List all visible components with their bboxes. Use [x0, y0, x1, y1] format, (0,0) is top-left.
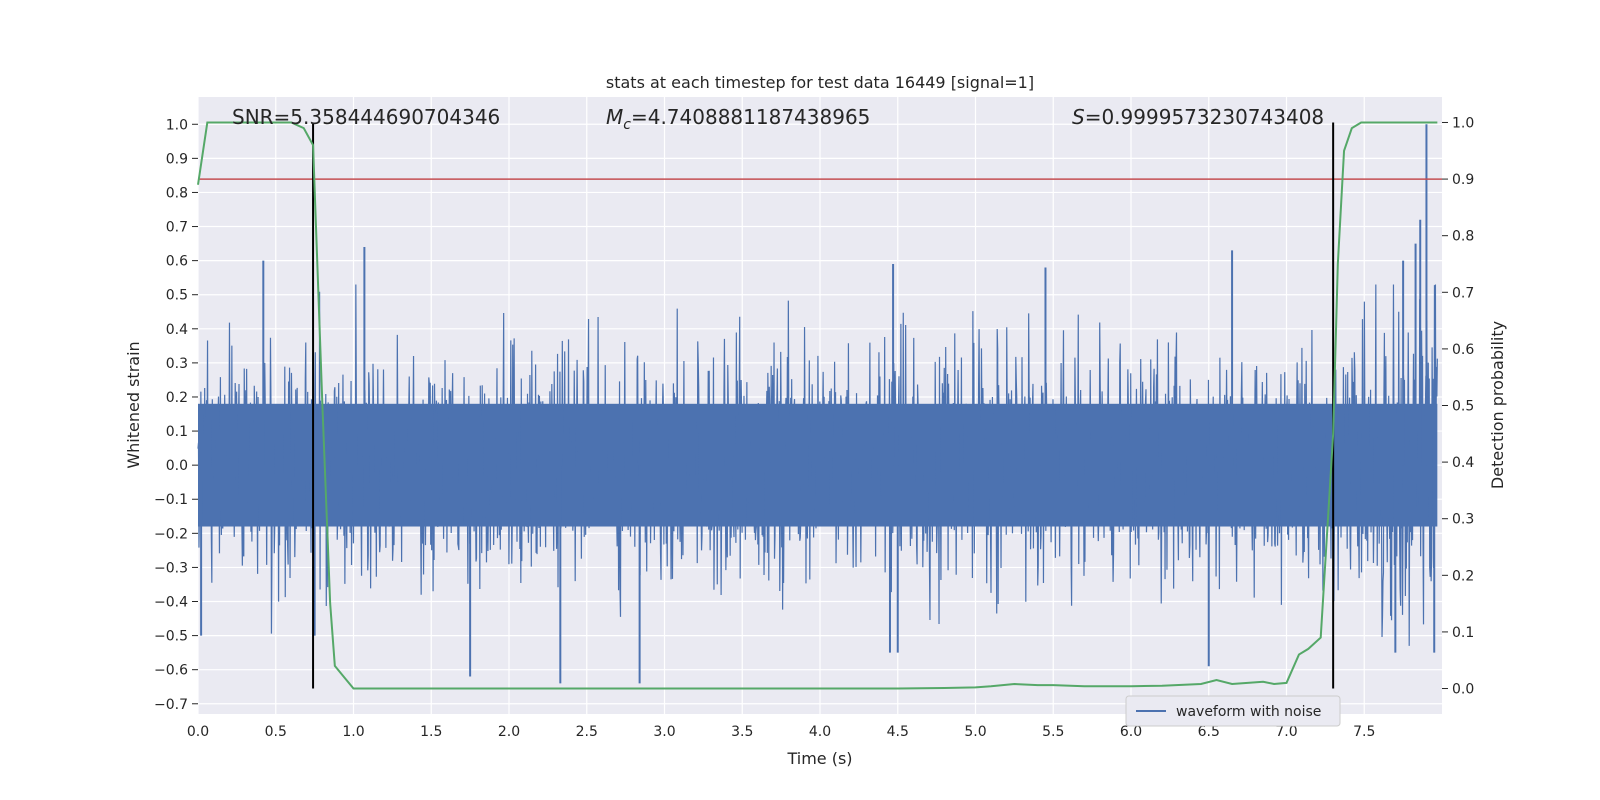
y2-tick-label: 0.6 — [1452, 342, 1474, 358]
y2-tick-label: 0.8 — [1452, 229, 1474, 245]
x-tick-label: 6.0 — [1120, 724, 1142, 740]
y-tick-label: 0.9 — [166, 151, 188, 167]
y2-tick-label: 0.4 — [1452, 455, 1474, 471]
y-tick-label: −0.5 — [154, 629, 188, 645]
y-tick-label: −0.4 — [154, 595, 188, 611]
legend: waveform with noise — [1125, 695, 1341, 727]
x-tick-label: 7.0 — [1275, 724, 1297, 740]
x-tick-label: 7.5 — [1353, 724, 1375, 740]
chart-title: stats at each timestep for test data 164… — [606, 73, 1034, 92]
x-tick-label: 0.0 — [187, 724, 209, 740]
y2-tick-label: 0.5 — [1452, 399, 1474, 415]
y-tick-label: 0.7 — [166, 220, 188, 236]
x-tick-label: 4.5 — [887, 724, 909, 740]
y2-tick-label: 0.7 — [1452, 285, 1474, 301]
legend-box — [1125, 695, 1341, 727]
x-tick-label: 5.0 — [964, 724, 986, 740]
x-tick-label: 6.5 — [1198, 724, 1220, 740]
y2-tick-label: 0.9 — [1452, 172, 1474, 188]
x-tick-label: 5.5 — [1042, 724, 1064, 740]
x-tick-label: 4.0 — [809, 724, 831, 740]
y-tick-label: 0.8 — [166, 185, 188, 201]
y-tick-label: 0.5 — [166, 288, 188, 304]
waveform-series — [197, 124, 1438, 684]
detection-probability-line — [197, 121, 1438, 690]
x-tick-label: 1.0 — [342, 724, 364, 740]
y-tick-label: 0.1 — [166, 424, 188, 440]
x-tick-label: 1.5 — [420, 724, 442, 740]
y-tick-label: 0.2 — [166, 390, 188, 406]
annotation-chirp-mass: Mc=4.7408881187438965 — [606, 105, 870, 133]
y-tick-label: 0.3 — [166, 356, 188, 372]
y-tick-label: 0.4 — [166, 322, 188, 338]
y-tick-label: −0.7 — [154, 697, 188, 713]
y-tick-label: 1.0 — [166, 117, 188, 133]
x-tick-label: 3.5 — [731, 724, 753, 740]
y-tick-label: −0.2 — [154, 526, 188, 542]
y2-tick-label: 0.3 — [1452, 512, 1474, 528]
y-tick-label: −0.6 — [154, 663, 188, 679]
y2-tick-label: 0.0 — [1452, 682, 1474, 698]
legend-entry: waveform with noise — [1176, 704, 1321, 720]
y-tick-label: −0.3 — [154, 560, 188, 576]
y-tick-label: 0.6 — [166, 254, 188, 270]
y2-axis-label: Detection probability — [1488, 321, 1507, 489]
overlay-layer — [197, 121, 1442, 690]
mc-symbol: M — [606, 105, 623, 129]
y2-tick-label: 0.2 — [1452, 568, 1474, 584]
x-axis-label: Time (s) — [786, 749, 852, 768]
x-tick-label: 0.5 — [265, 724, 287, 740]
y-tick-label: 0.0 — [166, 458, 188, 474]
y-axis-label: Whitened strain — [124, 341, 143, 468]
annotation-score: S=0.9999573230743408 — [1072, 105, 1324, 129]
mc-value: =4.7408881187438965 — [631, 105, 870, 129]
s-symbol: S — [1072, 105, 1085, 129]
s-value: =0.9999573230743408 — [1085, 105, 1324, 129]
waveform-line — [197, 284, 1438, 646]
x-tick-label: 2.5 — [576, 724, 598, 740]
y2-tick-label: 1.0 — [1452, 115, 1474, 131]
x-tick-label: 3.0 — [653, 724, 675, 740]
x-tick-label: 2.0 — [498, 724, 520, 740]
y-tick-label: −0.1 — [154, 492, 188, 508]
tick-labels: 0.0 0.5 1.0 1.5 2.0 2.5 3.0 3.5 4.0 4.5 5.0 5.5 6.0 6… — [154, 115, 1474, 740]
mc-subscript: c — [623, 117, 631, 133]
y2-tick-label: 0.1 — [1452, 625, 1474, 641]
annotation-snr: SNR=5.358444690704346 — [232, 105, 500, 129]
